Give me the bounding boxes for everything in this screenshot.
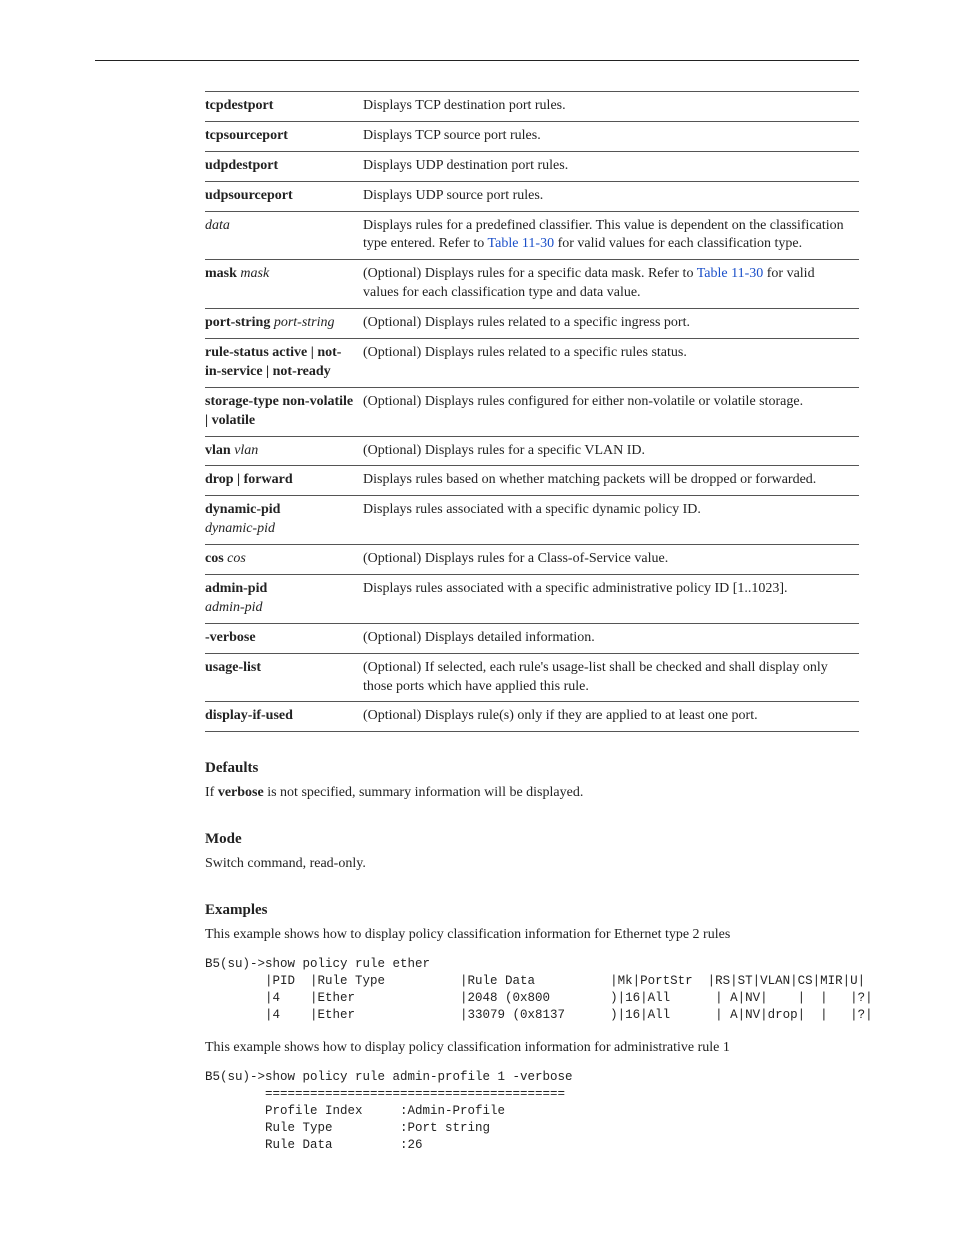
param-desc: Displays UDP source port rules. bbox=[363, 181, 859, 211]
table-row: port-string port-string (Optional) Displ… bbox=[205, 309, 859, 339]
param-key: udpsourceport bbox=[205, 188, 293, 203]
param-key: mask bbox=[205, 266, 237, 281]
table-row: udpdestport Displays UDP destination por… bbox=[205, 151, 859, 181]
table-row: admin-pid admin-pid Displays rules associ… bbox=[205, 575, 859, 624]
param-key: dynamic-pid bbox=[205, 502, 280, 517]
param-desc: Displays rules for a predefined classifi… bbox=[363, 211, 859, 260]
param-key: -verbose bbox=[205, 630, 256, 645]
parameters-table: tcpdestport Displays TCP destination por… bbox=[205, 91, 859, 732]
param-key-arg: cos bbox=[227, 551, 246, 566]
param-key-arg: admin-pid bbox=[205, 600, 263, 615]
table-link[interactable]: Table 11-30 bbox=[488, 236, 555, 251]
param-desc: (Optional) Displays detailed information… bbox=[363, 623, 859, 653]
example-intro-2: This example shows how to display policy… bbox=[205, 1038, 859, 1058]
param-desc: (Optional) Displays rules related to a s… bbox=[363, 309, 859, 339]
table-row: storage-type non-volatile | volatile (Op… bbox=[205, 387, 859, 436]
examples-heading: Examples bbox=[205, 902, 859, 919]
param-key: usage-list bbox=[205, 660, 261, 675]
param-key-arg: port-string bbox=[274, 315, 335, 330]
table-row: udpsourceport Displays UDP source port r… bbox=[205, 181, 859, 211]
param-desc: (Optional) Displays rules related to a s… bbox=[363, 339, 859, 388]
param-key: tcpdestport bbox=[205, 98, 273, 113]
example-code-1: B5(su)->show policy rule ether |PID |Rul… bbox=[205, 956, 859, 1024]
mode-heading: Mode bbox=[205, 831, 859, 848]
mode-text: Switch command, read-only. bbox=[205, 854, 859, 874]
param-key-arg: dynamic-pid bbox=[205, 521, 275, 536]
param-desc: (Optional) If selected, each rule's usag… bbox=[363, 653, 859, 702]
param-desc: (Optional) Displays rules for a specific… bbox=[363, 260, 859, 309]
table-row: cos cos (Optional) Displays rules for a … bbox=[205, 545, 859, 575]
param-desc: (Optional) Displays rules for a Class-of… bbox=[363, 545, 859, 575]
table-link[interactable]: Table 11-30 bbox=[697, 266, 764, 281]
param-key: drop | forward bbox=[205, 472, 293, 487]
param-desc: Displays TCP destination port rules. bbox=[363, 92, 859, 122]
param-key: rule-status active | not-in-service | no… bbox=[205, 345, 341, 379]
defaults-heading: Defaults bbox=[205, 760, 859, 777]
param-key: cos bbox=[205, 551, 224, 566]
top-rule bbox=[95, 60, 859, 61]
param-desc: Displays TCP source port rules. bbox=[363, 121, 859, 151]
param-key: admin-pid bbox=[205, 581, 267, 596]
table-row: -verbose (Optional) Displays detailed in… bbox=[205, 623, 859, 653]
table-row: display-if-used (Optional) Displays rule… bbox=[205, 702, 859, 732]
param-key: udpdestport bbox=[205, 158, 278, 173]
table-row: tcpsourceport Displays TCP source port r… bbox=[205, 121, 859, 151]
param-key-arg: mask bbox=[240, 266, 269, 281]
defaults-text: If verbose is not specified, summary inf… bbox=[205, 783, 859, 803]
param-desc: (Optional) Displays rule(s) only if they… bbox=[363, 702, 859, 732]
param-key: display-if-used bbox=[205, 708, 293, 723]
param-key: storage-type non-volatile | volatile bbox=[205, 394, 353, 428]
table-row: vlan vlan (Optional) Displays rules for … bbox=[205, 436, 859, 466]
param-key: data bbox=[205, 218, 230, 233]
table-row: tcpdestport Displays TCP destination por… bbox=[205, 92, 859, 122]
table-row: mask mask (Optional) Displays rules for … bbox=[205, 260, 859, 309]
param-desc: (Optional) Displays rules for a specific… bbox=[363, 436, 859, 466]
param-key: port-string bbox=[205, 315, 270, 330]
page: tcpdestport Displays TCP destination por… bbox=[0, 0, 954, 1235]
table-row: dynamic-pid dynamic-pid Displays rules as… bbox=[205, 496, 859, 545]
table-row: rule-status active | not-in-service | no… bbox=[205, 339, 859, 388]
example-intro-1: This example shows how to display policy… bbox=[205, 925, 859, 945]
table-row: drop | forward Displays rules based on w… bbox=[205, 466, 859, 496]
example-code-2: B5(su)->show policy rule admin-profile 1… bbox=[205, 1069, 859, 1153]
param-key: tcpsourceport bbox=[205, 128, 288, 143]
param-desc: (Optional) Displays rules configured for… bbox=[363, 387, 859, 436]
table-row: data Displays rules for a predefined cla… bbox=[205, 211, 859, 260]
table-row: usage-list (Optional) If selected, each … bbox=[205, 653, 859, 702]
param-key-arg: vlan bbox=[234, 443, 258, 458]
param-desc: Displays UDP destination port rules. bbox=[363, 151, 859, 181]
param-key: vlan bbox=[205, 443, 231, 458]
param-desc: Displays rules based on whether matching… bbox=[363, 466, 859, 496]
param-desc: Displays rules associated with a specifi… bbox=[363, 575, 859, 624]
param-desc: Displays rules associated with a specifi… bbox=[363, 496, 859, 545]
